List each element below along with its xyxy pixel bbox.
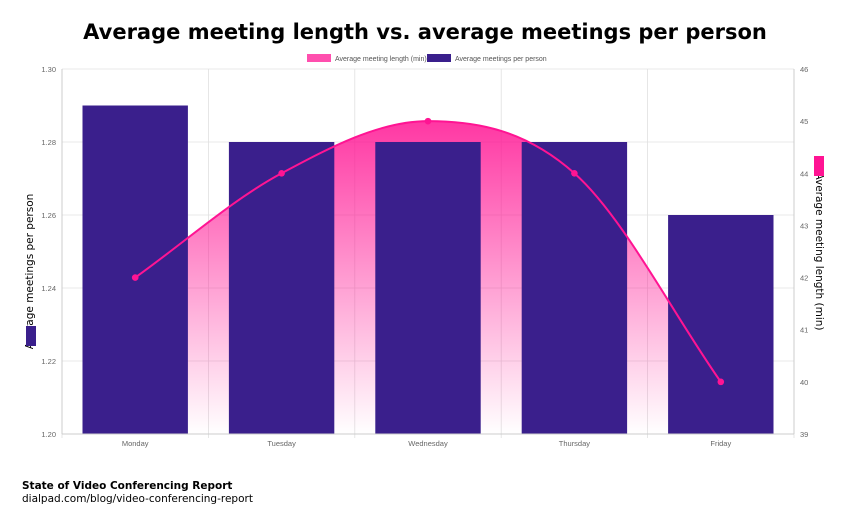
x-tick-label: Monday <box>122 439 149 448</box>
x-tick-label: Wednesday <box>408 439 448 448</box>
legend: Average meeting length (min) Average meet… <box>307 54 547 63</box>
y-right-tick-label: 41 <box>800 326 808 335</box>
footer-url: dialpad.com/blog/video-conferencing-repo… <box>22 493 253 505</box>
y-right-tick-label: 42 <box>800 274 808 283</box>
y-right-axis-swatch <box>814 156 824 176</box>
y-left-axis-title: Average meetings per person <box>24 194 36 350</box>
y-left-tick-label: 1.22 <box>41 357 56 366</box>
line-point <box>278 169 285 177</box>
y-left-tick-label: 1.20 <box>41 430 56 439</box>
y-left-tick-label: 1.24 <box>41 284 56 293</box>
line-point <box>131 274 139 281</box>
bar <box>375 142 481 434</box>
x-tick-label: Friday <box>710 439 731 448</box>
x-tick-label: Tuesday <box>267 439 296 448</box>
line-point <box>571 169 578 177</box>
chart-title: Average meeting length vs. average meeti… <box>83 20 767 44</box>
x-tick-label: Thursday <box>559 439 591 448</box>
bar <box>668 215 774 434</box>
y-right-tick-label: 44 <box>800 169 808 178</box>
legend-swatch-bar <box>427 54 451 62</box>
y-left-axis-swatch <box>26 326 36 346</box>
line-point <box>424 117 432 125</box>
y-right-tick-label: 45 <box>800 117 808 126</box>
y-right-tick-label: 40 <box>800 378 808 387</box>
y-left-tick-label: 1.28 <box>41 138 56 147</box>
legend-label-bar: Average meetings per person <box>455 56 547 63</box>
bar-series <box>82 105 774 434</box>
y-right-tick-label: 46 <box>800 65 808 74</box>
legend-swatch-line <box>307 54 331 62</box>
line-point <box>717 378 725 386</box>
bar <box>521 142 628 434</box>
line-series <box>131 117 725 386</box>
y-left-tick-label: 1.26 <box>41 211 56 220</box>
bar <box>82 105 188 434</box>
bar <box>228 142 335 434</box>
legend-label-line: Average meeting length (min) <box>335 56 427 63</box>
y-right-axis-title: Average meeting length (min) <box>813 172 825 330</box>
axes: 1.20 1.22 1.24 1.26 1.28 1.30 39 40 41 42 43 44 45 46… <box>24 65 825 448</box>
footer-title: State of Video Conferencing Report <box>22 480 233 492</box>
y-left-tick-label: 1.30 <box>41 65 56 74</box>
line-path <box>134 120 722 383</box>
y-right-tick-label: 43 <box>800 221 808 230</box>
y-right-tick-label: 39 <box>800 430 808 439</box>
